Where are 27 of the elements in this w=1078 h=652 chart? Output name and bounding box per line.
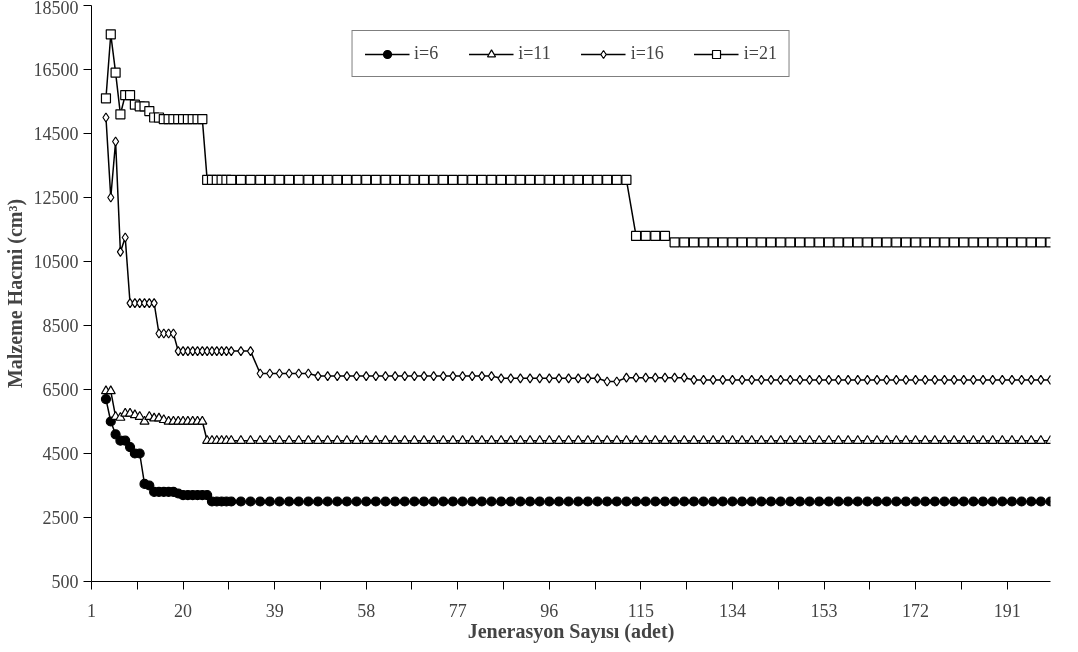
legend-label: i=11 xyxy=(518,43,551,64)
x-tick-label: 153 xyxy=(810,600,838,621)
x-tick-label: 1 xyxy=(87,600,96,621)
y-tick-label: 4500 xyxy=(42,444,79,464)
y-tick-label: 6500 xyxy=(42,380,79,400)
y-tick-label: 500 xyxy=(51,572,79,592)
x-tick-label: 77 xyxy=(448,600,467,621)
y-tick-label: 18500 xyxy=(33,0,79,18)
y-tick-label: 12500 xyxy=(33,188,79,208)
legend-label: i=16 xyxy=(630,43,664,64)
x-tick-label: 115 xyxy=(627,600,655,621)
x-tick-label: 20 xyxy=(174,600,193,621)
y-axis-title: Malzeme Hacmi (cm³) xyxy=(3,198,27,389)
x-tick-label: 96 xyxy=(540,600,559,621)
y-tick-label: 2500 xyxy=(42,508,79,528)
x-tick-label: 39 xyxy=(265,600,284,621)
y-tick-label: 10500 xyxy=(33,252,79,272)
y-tick-label: 16500 xyxy=(33,60,79,80)
legend-label: i=6 xyxy=(414,43,439,64)
y-tick-label: 8500 xyxy=(42,316,79,336)
legend-label: i=21 xyxy=(743,43,777,64)
x-tick-label: 58 xyxy=(357,600,376,621)
y-tick-label: 14500 xyxy=(33,124,79,144)
x-axis-title: Jenerasyon Sayısı (adet) xyxy=(467,619,675,643)
x-tick-label: 191 xyxy=(993,600,1021,621)
x-tick-label: 134 xyxy=(718,600,746,621)
x-tick-label: 172 xyxy=(902,600,930,621)
